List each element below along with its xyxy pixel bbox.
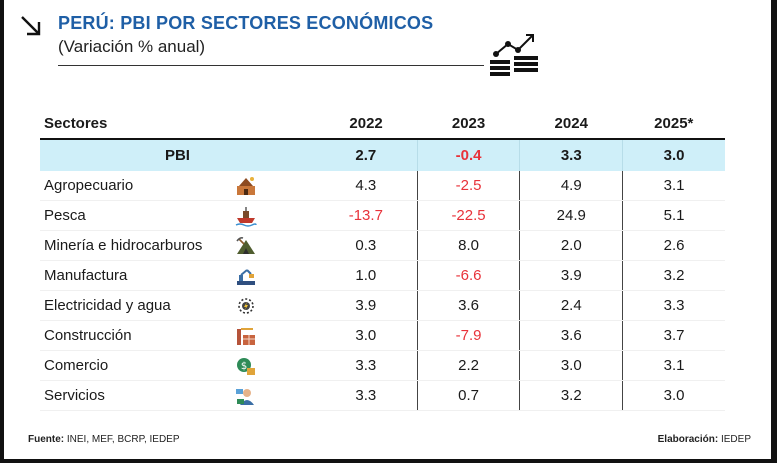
value-2022: 0.3 [314,230,418,261]
title-divider [58,65,484,66]
sector-label: Manufactura [40,260,227,291]
factory-robot-icon [236,268,255,285]
credit-value: IEDEP [720,434,751,445]
table-row: Servicios 3.3 0.7 3.2 3.0 [40,380,725,411]
credit-label: Elaboración: [657,434,719,445]
frame-bottom-border [0,459,777,463]
value-2023: -22.5 [416,200,520,231]
svg-text:$: $ [241,361,247,372]
value-2024: 2.4 [519,290,623,321]
growth-chart-icon [490,34,538,76]
sector-label: Minería e hidrocarburos [40,230,227,261]
frame-right-border [771,0,777,463]
col-header-2022: 2022 [349,114,383,132]
table-row: Comercio $ 3.3 2.2 3.0 3.1 [40,350,725,381]
value-2023: 8.0 [416,230,520,261]
sector-growth-table: Sectores 2022 2023 2024 2025* PBI 2.7 -0… [40,108,725,411]
table-row: Electricidad y agua 3.9 3.6 2.4 3.3 [40,290,725,321]
pbi-2025: 3.0 [622,139,725,171]
source-value: INEI, MEF, BCRP, IEDEP [66,434,180,445]
value-2022: -13.7 [314,200,418,231]
value-2024: 3.9 [519,260,623,291]
value-2025: 3.2 [622,260,725,291]
value-2023: -2.5 [416,171,520,201]
value-2022: 3.3 [314,350,418,381]
pbi-2024: 3.3 [519,139,623,171]
value-2024: 3.6 [519,320,623,351]
col-header-2023: 2023 [451,114,486,132]
value-2025: 3.1 [622,350,725,381]
value-2025: 3.1 [622,171,725,201]
sector-label: Agropecuario [40,171,227,201]
page-subtitle: (Variación % anual) [58,37,206,56]
frame-left-border [0,0,4,463]
value-2025: 3.3 [622,290,725,321]
pbi-2023: -0.4 [416,139,520,171]
sector-label: Electricidad y agua [40,290,227,321]
construction-icon [236,327,255,345]
table-row: Agropecuario 4.3 -2.5 4.9 3.1 [40,171,725,201]
value-2022: 3.3 [314,380,418,411]
agriculture-icon [236,176,255,195]
value-2025: 5.1 [622,200,725,231]
arrow-down-right-icon [21,16,41,36]
value-2025: 3.7 [622,320,725,351]
value-2022: 3.9 [314,290,418,321]
page-title: PERÚ: PBI POR SECTORES ECONÓMICOS [58,13,434,33]
value-2023: 0.7 [416,380,520,411]
sector-label: Servicios [40,380,227,411]
value-2025: 3.0 [622,380,725,411]
source-note: Fuente: INEI, MEF, BCRP, IEDEP [28,434,180,445]
value-2024: 2.0 [519,230,623,261]
value-2025: 2.6 [622,230,725,261]
credit-note: Elaboración: IEDEP [658,434,751,445]
col-header-sectores: Sectores [44,114,108,132]
value-2022: 4.3 [314,171,418,201]
fishing-boat-icon [235,206,257,227]
table-header-row: Sectores 2022 2023 2024 2025* [40,108,725,139]
value-2023: 2.2 [416,350,520,381]
table-row: Pesca -13.7 -22.5 24.9 5.1 [40,200,725,231]
table-row: Construcción 3.0 -7.9 3.6 3.7 [40,320,725,351]
value-2023: -7.9 [416,320,520,351]
value-2024: 24.9 [519,200,623,231]
source-label: Fuente: [28,434,65,445]
services-icon [235,388,254,405]
commerce-icon: $ [236,357,255,375]
value-2024: 3.0 [519,350,623,381]
pbi-2022: 2.7 [314,139,418,171]
value-2023: -6.6 [416,260,520,291]
sector-label: Comercio [40,350,227,381]
energy-water-icon [238,297,254,314]
table-row-pbi: PBI 2.7 -0.4 3.3 3.0 [40,139,725,171]
value-2022: 1.0 [314,260,418,291]
mining-icon [236,236,255,254]
table-row: Manufactura 1.0 -6.6 3.9 3.2 [40,260,725,291]
value-2024: 3.2 [519,380,623,411]
pbi-label: PBI [40,139,315,171]
value-2024: 4.9 [519,171,623,201]
table-row: Minería e hidrocarburos 0.3 8.0 2.0 2.6 [40,230,725,261]
col-header-2024: 2024 [554,114,588,132]
col-header-2025: 2025* [654,114,694,132]
sector-label: Construcción [40,320,227,351]
value-2023: 3.6 [416,290,520,321]
value-2022: 3.0 [314,320,418,351]
sector-label: Pesca [40,200,227,231]
